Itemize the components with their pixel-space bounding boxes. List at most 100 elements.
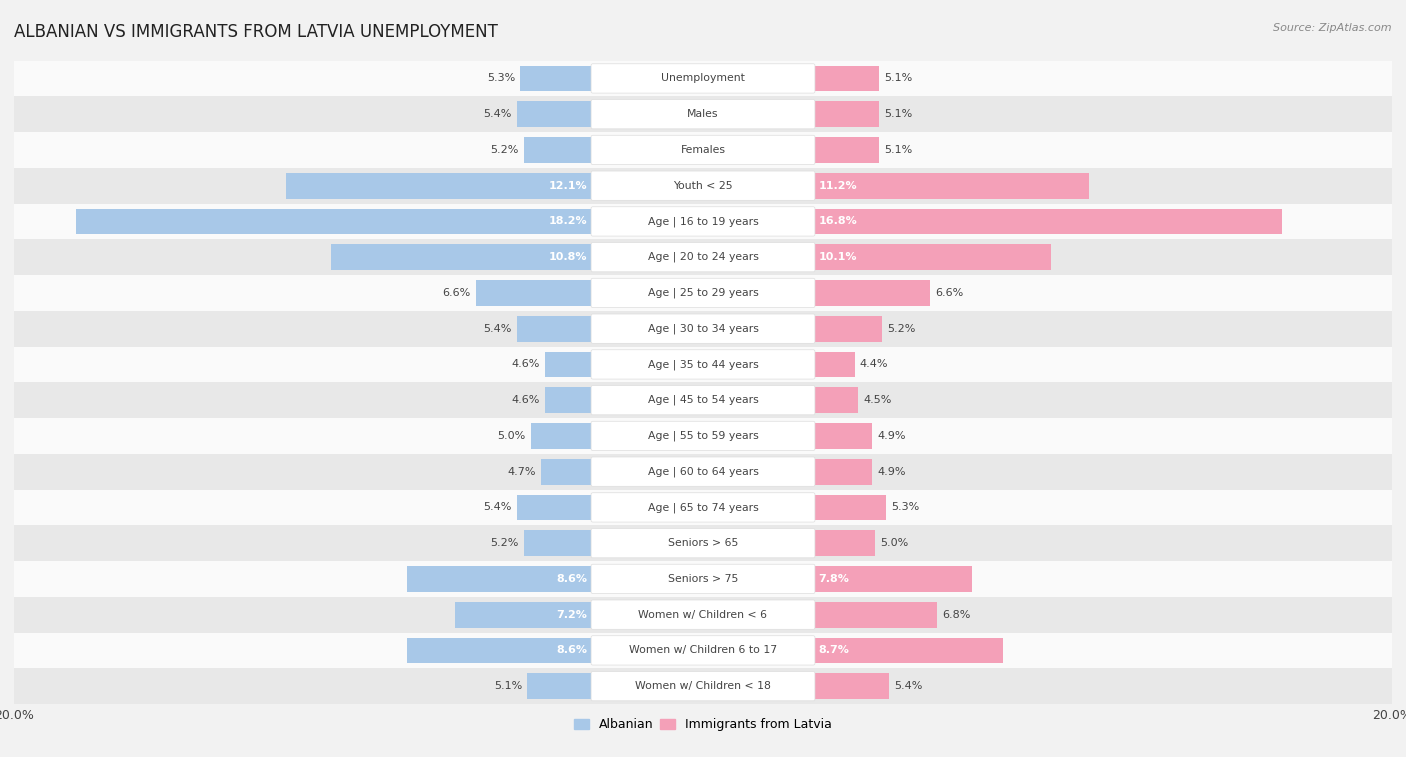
Text: Unemployment: Unemployment	[661, 73, 745, 83]
Bar	[14, 96, 1392, 132]
Text: Age | 25 to 29 years: Age | 25 to 29 years	[648, 288, 758, 298]
Text: Age | 45 to 54 years: Age | 45 to 54 years	[648, 395, 758, 406]
Bar	[14, 61, 1392, 96]
FancyBboxPatch shape	[591, 493, 815, 522]
Text: Seniors > 65: Seniors > 65	[668, 538, 738, 548]
Text: Females: Females	[681, 145, 725, 155]
Text: 6.8%: 6.8%	[942, 609, 970, 620]
Bar	[531, 423, 593, 449]
Text: 8.6%: 8.6%	[557, 646, 588, 656]
FancyBboxPatch shape	[591, 171, 815, 201]
Text: 5.3%: 5.3%	[891, 503, 920, 512]
Bar	[517, 101, 593, 127]
Text: Women w/ Children < 18: Women w/ Children < 18	[636, 681, 770, 691]
Bar	[813, 459, 872, 484]
Bar	[813, 531, 875, 556]
Bar	[813, 602, 938, 628]
Text: 5.3%: 5.3%	[486, 73, 515, 83]
FancyBboxPatch shape	[591, 421, 815, 450]
Bar	[14, 668, 1392, 704]
Bar	[524, 531, 593, 556]
Text: 4.6%: 4.6%	[510, 360, 540, 369]
Text: 5.1%: 5.1%	[884, 145, 912, 155]
Text: 10.8%: 10.8%	[550, 252, 588, 262]
Bar	[813, 316, 882, 341]
Bar	[14, 490, 1392, 525]
FancyBboxPatch shape	[591, 350, 815, 379]
Bar	[14, 525, 1392, 561]
Bar	[527, 673, 593, 699]
Bar	[475, 280, 593, 306]
Text: 5.4%: 5.4%	[894, 681, 922, 691]
Bar	[524, 137, 593, 163]
Bar	[520, 66, 593, 92]
Text: Women w/ Children 6 to 17: Women w/ Children 6 to 17	[628, 646, 778, 656]
Text: 5.2%: 5.2%	[491, 538, 519, 548]
FancyBboxPatch shape	[591, 99, 815, 129]
Text: 5.4%: 5.4%	[484, 324, 512, 334]
Text: Males: Males	[688, 109, 718, 119]
Bar	[406, 637, 593, 663]
Bar	[813, 388, 858, 413]
Text: 6.6%: 6.6%	[443, 288, 471, 298]
Bar	[14, 561, 1392, 597]
Text: 7.2%: 7.2%	[557, 609, 588, 620]
Bar	[14, 633, 1392, 668]
Bar	[517, 316, 593, 341]
Text: 5.4%: 5.4%	[484, 109, 512, 119]
FancyBboxPatch shape	[591, 136, 815, 164]
Bar	[330, 245, 593, 270]
Bar	[813, 494, 886, 520]
FancyBboxPatch shape	[591, 457, 815, 486]
Text: 7.8%: 7.8%	[818, 574, 849, 584]
Text: 5.4%: 5.4%	[484, 503, 512, 512]
Text: Age | 30 to 34 years: Age | 30 to 34 years	[648, 323, 758, 334]
Text: Women w/ Children < 6: Women w/ Children < 6	[638, 609, 768, 620]
Text: 18.2%: 18.2%	[548, 217, 588, 226]
Bar	[813, 351, 855, 377]
Bar	[406, 566, 593, 592]
Bar	[544, 388, 593, 413]
FancyBboxPatch shape	[591, 64, 815, 93]
Text: 8.7%: 8.7%	[818, 646, 849, 656]
Bar	[76, 208, 593, 235]
FancyBboxPatch shape	[591, 385, 815, 415]
Text: 4.9%: 4.9%	[877, 466, 905, 477]
Text: 11.2%: 11.2%	[818, 181, 858, 191]
Text: 8.6%: 8.6%	[557, 574, 588, 584]
Bar	[14, 132, 1392, 168]
Bar	[14, 382, 1392, 418]
FancyBboxPatch shape	[591, 528, 815, 558]
Bar	[541, 459, 593, 484]
Text: 5.1%: 5.1%	[884, 73, 912, 83]
Bar	[287, 173, 593, 198]
Text: Age | 16 to 19 years: Age | 16 to 19 years	[648, 217, 758, 226]
FancyBboxPatch shape	[591, 314, 815, 344]
Bar	[813, 101, 879, 127]
Bar	[517, 494, 593, 520]
Bar	[14, 453, 1392, 490]
Text: 5.2%: 5.2%	[887, 324, 915, 334]
Text: 5.0%: 5.0%	[498, 431, 526, 441]
Text: 4.5%: 4.5%	[863, 395, 891, 405]
Bar	[813, 673, 889, 699]
FancyBboxPatch shape	[591, 671, 815, 701]
Text: Age | 35 to 44 years: Age | 35 to 44 years	[648, 359, 758, 369]
Text: 4.7%: 4.7%	[508, 466, 536, 477]
Bar	[813, 566, 972, 592]
Legend: Albanian, Immigrants from Latvia: Albanian, Immigrants from Latvia	[569, 713, 837, 737]
Text: 4.9%: 4.9%	[877, 431, 905, 441]
Bar	[456, 602, 593, 628]
Text: Seniors > 75: Seniors > 75	[668, 574, 738, 584]
Text: Source: ZipAtlas.com: Source: ZipAtlas.com	[1274, 23, 1392, 33]
Text: 4.6%: 4.6%	[510, 395, 540, 405]
Bar	[813, 280, 931, 306]
Text: Age | 20 to 24 years: Age | 20 to 24 years	[648, 252, 758, 263]
FancyBboxPatch shape	[591, 207, 815, 236]
Text: 5.1%: 5.1%	[884, 109, 912, 119]
FancyBboxPatch shape	[591, 636, 815, 665]
Text: ALBANIAN VS IMMIGRANTS FROM LATVIA UNEMPLOYMENT: ALBANIAN VS IMMIGRANTS FROM LATVIA UNEMP…	[14, 23, 498, 41]
Text: 16.8%: 16.8%	[818, 217, 858, 226]
Text: 4.4%: 4.4%	[859, 360, 889, 369]
Bar	[14, 347, 1392, 382]
